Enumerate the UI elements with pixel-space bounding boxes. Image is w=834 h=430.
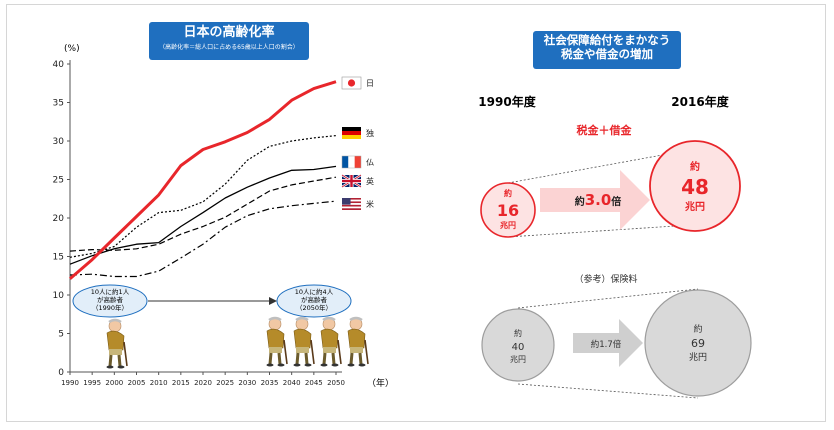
tax-2016-circle [649,140,741,232]
x-ticks: 1990 1995 2000 2005 2010 2015 2020 2025 2030 2035… [61,372,345,387]
annotation-2050-line-2: が高齢者 [301,295,328,304]
series-line-germany [69,135,337,258]
right-title-line-2: 税金や借金の増加 [561,47,653,62]
legend-label-uk: 英 [366,176,374,186]
tax-1990-circle [480,182,536,238]
y-axis-label: (%) [64,44,80,54]
elderly-person-icon [105,318,129,370]
uk-flag-icon [341,173,362,189]
right-title-line-1: 社会保障給付をまかなう [543,33,671,47]
premium-ratio-label: 約1.7倍 [591,339,622,350]
annotation-1990: 10人に約1人 が高齢者 （1990年） [72,284,148,318]
germany-flag-icon [342,127,361,139]
x-tick-label: 2000 [105,379,123,387]
x-tick-label: 1990 [61,379,79,387]
x-tick-label: 1995 [83,379,101,387]
year-2016-label: 2016年度 [671,94,729,109]
premium-1990-prefix: 約 [514,328,522,338]
france-flag-icon [341,155,362,169]
tax-1990-prefix: 約 [504,188,512,198]
year-1990-label: 1990年度 [478,94,536,109]
y-tick-label: 20 [53,214,65,224]
premium-2016-prefix: 約 [693,323,702,335]
x-tick-label: 2050 [327,379,345,387]
annotation-2050-line-1: 10人に約4人 [295,287,334,296]
y-ticks: 0 5 10 15 20 25 30 35 40 [53,60,70,378]
premium-1990-circle [481,308,555,382]
legend-label-japan: 日 [366,79,374,88]
right-title-banner: 社会保障給付をまかなう 税金や借金の増加 [533,31,681,69]
x-axis-label: （年） [367,377,394,389]
annotation-2050: 10人に約4人 が高齢者 （2050年） [276,284,352,318]
x-tick-label: 2045 [305,379,323,387]
legend-label-usa: 米 [366,199,374,209]
legend-label-germany: 独 [366,128,374,138]
premium-2016-circle [644,289,752,397]
premium-2016-value: 69 [691,337,705,350]
japan-flag-icon [341,76,362,90]
premium-label: （参考）保険料 [574,273,637,285]
y-tick-label: 40 [53,60,65,70]
y-tick-label: 10 [53,291,65,301]
chart-title-banner: 日本の高齢化率 （高齢化率＝総人口に占める65歳以上人口の割合） [149,22,309,60]
x-tick-label: 2005 [128,379,146,387]
premium-1990-value: 40 [512,342,525,353]
x-tick-label: 2035 [261,379,279,387]
tax-2016-value: 48 [681,175,709,199]
series-lines [69,80,337,280]
tax-1990-value: 16 [497,201,519,220]
premium-2016-unit: 兆円 [689,352,707,363]
chart-subtitle: （高齢化率＝総人口に占める65歳以上人口の割合） [159,44,299,52]
annotation-1990-line-3: （1990年） [92,303,128,312]
usa-flag-icon [342,198,361,210]
series-line-usa [69,200,337,278]
guide-line-bottom [507,224,691,238]
elderly-person-icon [346,316,370,368]
guide-line-top [507,149,691,184]
y-tick-label: 30 [53,137,65,147]
y-tick-label: 5 [58,330,64,340]
tax-1990-unit: 兆円 [500,220,516,230]
tax-borrowing-label: 税金＋借金 [577,123,633,137]
series-line-france [69,165,337,265]
x-tick-label: 2010 [150,379,168,387]
chart-axes [69,60,342,373]
premium-1990-unit: 兆円 [510,354,526,364]
annotation-1990-line-2: が高齢者 [97,295,124,304]
y-tick-label: 25 [53,176,64,186]
legend-label-france: 仏 [366,158,374,167]
y-tick-label: 0 [58,368,64,378]
series-line-uk [69,176,337,252]
x-tick-label: 2030 [238,379,256,387]
annotation-2050-line-3: （2050年） [296,303,332,312]
elderly-person-icon [319,316,343,368]
elderly-person-icon [265,316,289,368]
annotation-1990-line-1: 10人に約1人 [91,287,130,296]
x-tick-label: 2015 [172,379,190,387]
y-tick-label: 15 [53,253,64,263]
tax-ratio-label: 約3.0倍 [575,191,622,209]
x-tick-label: 2020 [194,379,212,387]
elderly-person-icon [292,316,316,368]
tax-2016-unit: 兆円 [685,200,705,213]
tax-growth-arrow [540,170,650,230]
series-line-japan [69,80,337,280]
tax-2016-prefix: 約 [690,160,700,173]
y-tick-label: 35 [53,99,64,109]
premium-growth-arrow [573,319,643,367]
x-tick-label: 2025 [216,379,234,387]
chart-title: 日本の高齢化率 [183,25,275,40]
x-tick-label: 2040 [283,379,301,387]
